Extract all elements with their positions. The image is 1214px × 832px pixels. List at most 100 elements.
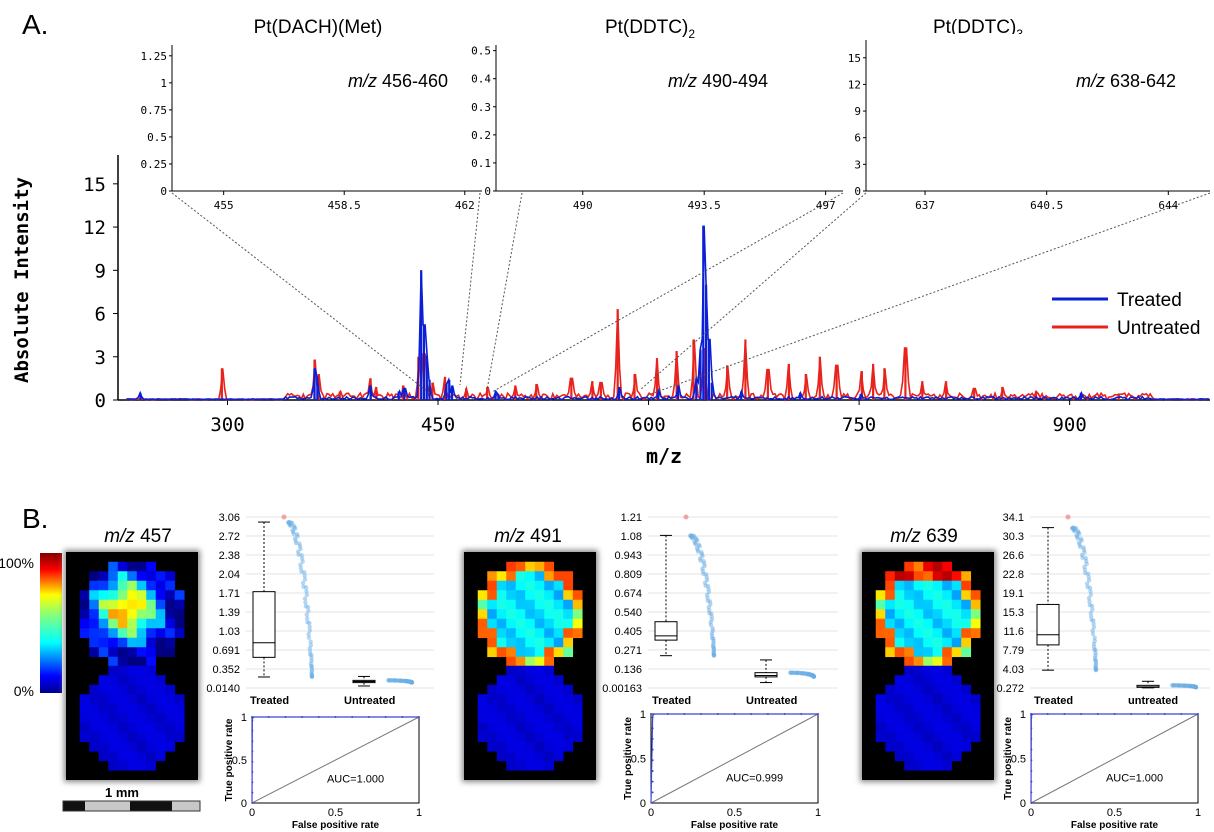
boxplot-point <box>1193 685 1197 689</box>
ion-image-pixel <box>137 609 147 619</box>
ion-image-pixel <box>933 619 943 629</box>
ion-image-pixel <box>108 571 118 581</box>
boxplot-point <box>393 678 397 682</box>
boxplot-y-tick-label: 1.39 <box>219 607 240 619</box>
ion-image-pixel <box>146 694 156 704</box>
ion-image-pixel <box>516 571 526 581</box>
ion-image-pixel <box>156 638 166 648</box>
roc-curve-point <box>1030 717 1032 719</box>
ion-image-pixel <box>554 609 564 619</box>
ion-image-pixel <box>876 619 886 629</box>
roc-curve-point <box>767 713 769 715</box>
ion-image-pixel <box>146 657 156 667</box>
ion-image-pixel <box>914 685 924 695</box>
inset-x-tick-label: 637 <box>915 199 935 212</box>
ion-image-pixel <box>923 742 933 752</box>
roc-curve-point <box>784 713 786 715</box>
ion-image-pixel <box>952 685 962 695</box>
roc-curve-point <box>1030 713 1032 715</box>
ion-image-pixel <box>127 562 137 572</box>
ion-image-pixel <box>108 638 118 648</box>
scale-bar-seg-4 <box>172 801 200 811</box>
ion-image-pixel <box>942 732 952 742</box>
boxplot-box <box>755 673 777 677</box>
ion-image-pixel <box>497 713 507 723</box>
ion-image-pixel <box>573 704 583 714</box>
ion-image-pixel <box>876 609 886 619</box>
ion-image-pixel <box>544 600 554 610</box>
ion-image-pixel <box>525 742 535 752</box>
roc-curve-point <box>418 716 420 718</box>
roc-curve-point <box>1030 727 1032 729</box>
boxplot-point <box>1078 545 1082 549</box>
ion-image-pixel <box>487 609 497 619</box>
ion-image-pixel <box>914 704 924 714</box>
ion-image-pixel <box>544 628 554 638</box>
ion-image-pixel <box>535 694 545 704</box>
ion-image-pixel <box>118 619 128 629</box>
boxplot-y-tick-label: 0.809 <box>614 569 642 581</box>
ion-image-pixel <box>914 666 924 676</box>
scale-bar: 1 mm <box>63 785 200 811</box>
ion-image-pixel <box>952 647 962 657</box>
boxplot-point <box>310 664 314 668</box>
ion-image-pixel <box>127 761 137 771</box>
boxplot-point <box>811 674 815 678</box>
boxplot-point <box>306 609 310 613</box>
ion-image-pixel <box>914 675 924 685</box>
ion-image-pixel <box>118 685 128 695</box>
ion-image-pixel <box>497 619 507 629</box>
ion-image-pixel <box>563 600 573 610</box>
ion-image-pixel <box>952 694 962 704</box>
roc-curve-1: 00.510 0.5 1False positive rateTrue positi… <box>224 712 422 831</box>
ion-image-pixel <box>952 675 962 685</box>
boxplot-y-tick-label: 0.352 <box>212 664 240 676</box>
ion-image-pixel <box>904 581 914 591</box>
ion-image-pixel <box>478 694 488 704</box>
ion-image-pixel <box>506 647 516 657</box>
ion-image-pixel <box>137 694 147 704</box>
ion-image-pixel <box>535 628 545 638</box>
boxplot-y-tick-label: 1.03 <box>219 626 240 638</box>
inset-y-tick-label: 0.2 <box>471 129 491 142</box>
ion-image-pixel <box>497 742 507 752</box>
ion-image-pixel <box>525 713 535 723</box>
ion-image-pixel <box>971 590 981 600</box>
ion-image-pixel <box>942 571 952 581</box>
ion-image-pixel <box>544 685 554 695</box>
inset-x-tick-label: 462 <box>455 199 475 212</box>
y-tick-label: 0 <box>95 390 106 412</box>
ion-image-pixel <box>108 694 118 704</box>
ion-image-pixel <box>942 675 952 685</box>
ion-image-pixel <box>961 571 971 581</box>
ion-image-pixel <box>554 732 564 742</box>
roc-curve-point <box>1063 713 1065 715</box>
roc-curve-point <box>385 716 387 718</box>
ion-image-pixel <box>885 609 895 619</box>
ion-image-pixel <box>99 581 109 591</box>
ion-image-pixel <box>127 619 137 629</box>
boxplot-category-label: Treated <box>250 695 289 707</box>
legend-label-treated: Treated <box>1117 290 1182 311</box>
ion-image-pixel <box>923 761 933 771</box>
ion-image-pixel <box>99 638 109 648</box>
ion-image-pixel <box>563 638 573 648</box>
roc-curve-point <box>652 738 654 740</box>
ion-image-pixel <box>895 694 905 704</box>
boxplot-box <box>655 622 677 640</box>
boxplot-1: 3.062.722.382.041.711.391.030.6910.3520.… <box>206 512 434 707</box>
boxplot-point <box>304 589 308 593</box>
ion-image-pixel <box>544 675 554 685</box>
ion-image-pixel <box>497 638 507 648</box>
ion-image-pixel <box>118 675 128 685</box>
boxplot-point <box>305 613 309 617</box>
boxplot-point <box>1094 658 1098 662</box>
ion-image-pixel <box>554 694 564 704</box>
roc-x-tick-label: 0.5 <box>328 807 343 819</box>
boxplot-point <box>701 572 705 576</box>
ion-image-pixel <box>165 723 175 733</box>
colorbar: 100% 0% <box>0 553 62 699</box>
ion-image-pixel <box>108 761 118 771</box>
ion-image-pixel <box>876 704 886 714</box>
ion-image-pixel <box>961 590 971 600</box>
